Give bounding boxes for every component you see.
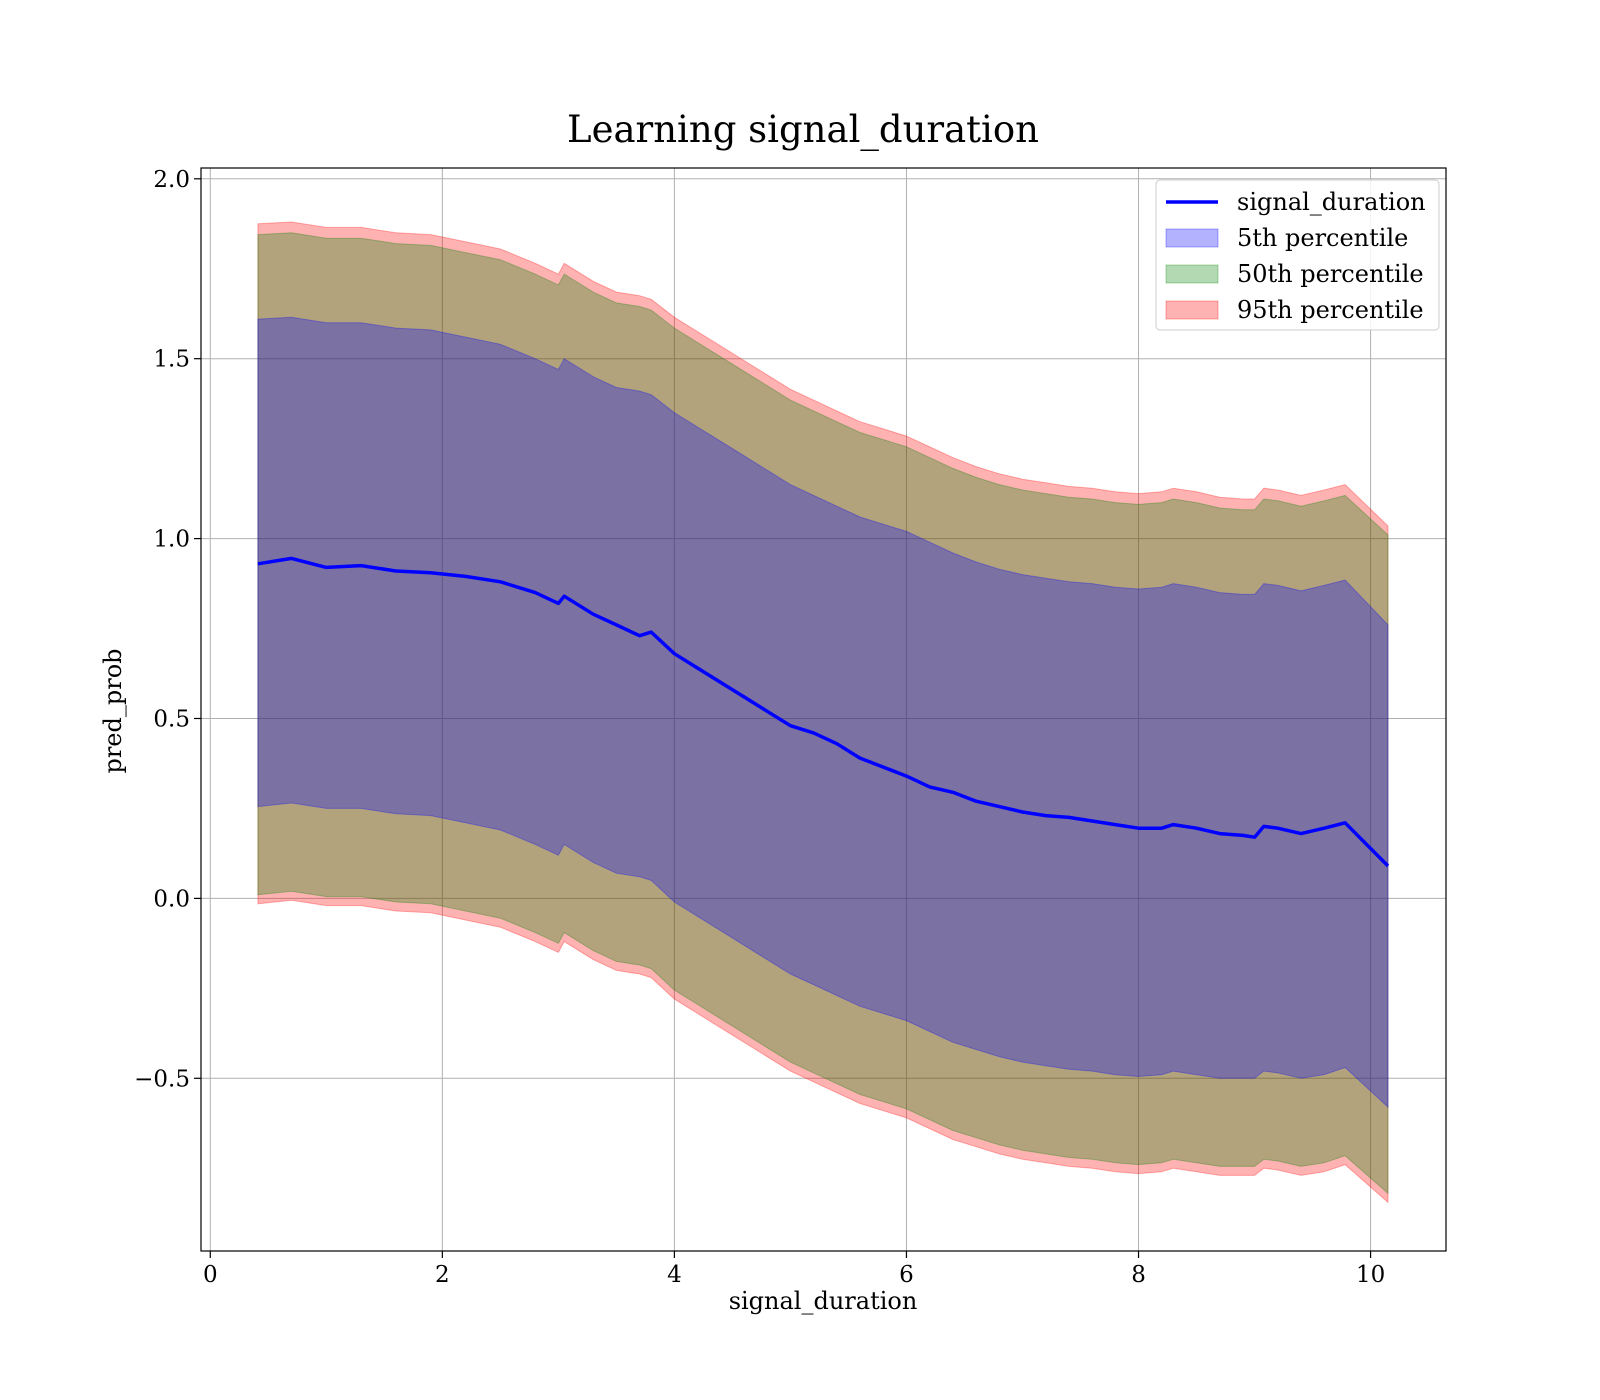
legend: signal_duration 5th percentile 50th percen… — [1155, 179, 1440, 331]
y-tick-label: 0.0 — [153, 886, 190, 912]
percentile-bands — [257, 221, 1389, 1204]
band-5th-percentile — [257, 316, 1389, 1109]
legend-label: 5th percentile — [1237, 224, 1408, 252]
band-50th-percentile — [257, 232, 1389, 1195]
y-tick-label: 1.0 — [153, 527, 190, 553]
band-95th-percentile — [257, 221, 1389, 1204]
y-axis-ticks: −0.5 0.0 0.5 1.0 1.5 2.0 — [134, 167, 201, 1092]
x-tick-label: 8 — [1131, 1262, 1146, 1288]
y-tick-label: 2.0 — [153, 167, 190, 193]
grid — [201, 168, 1446, 1251]
x-axis-label: signal_duration — [729, 1287, 918, 1315]
y-tick-label: 1.5 — [153, 347, 190, 373]
x-tick-label: 10 — [1356, 1262, 1385, 1288]
plot-frame — [200, 167, 1447, 1252]
legend-swatch-patch — [1165, 264, 1219, 284]
legend-swatch-patch — [1165, 300, 1219, 320]
y-tick-label: 0.5 — [153, 706, 190, 732]
legend-box — [1155, 179, 1440, 331]
y-tick-label: −0.5 — [134, 1066, 190, 1092]
legend-label: signal_duration — [1237, 188, 1426, 216]
y-axis-label: pred_prob — [99, 648, 127, 773]
chart-title: Learning signal_duration — [567, 108, 1039, 152]
legend-swatch-patch — [1165, 228, 1219, 248]
x-tick-label: 2 — [435, 1262, 450, 1288]
legend-label: 95th percentile — [1237, 296, 1424, 324]
series-lines — [257, 556, 1390, 868]
line-signal-duration — [257, 556, 1390, 868]
x-tick-label: 0 — [203, 1262, 218, 1288]
x-tick-label: 6 — [899, 1262, 914, 1288]
legend-label: 50th percentile — [1237, 260, 1424, 288]
x-tick-label: 4 — [667, 1262, 682, 1288]
x-axis-ticks: 0 2 4 6 8 10 — [203, 1251, 1385, 1288]
